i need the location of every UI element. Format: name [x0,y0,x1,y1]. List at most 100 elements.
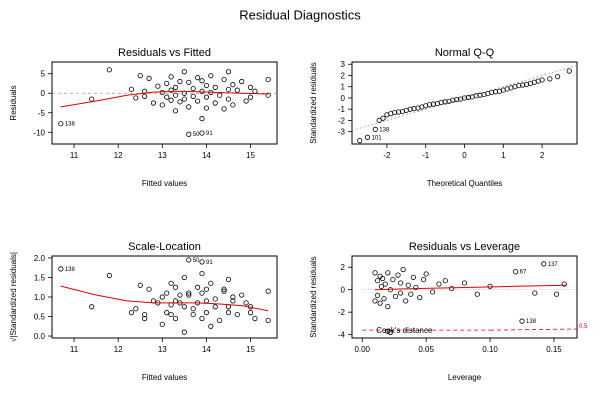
panel-title: Normal Q-Q [435,47,495,59]
data-point [186,104,192,110]
data-point [519,318,525,324]
data-point [203,298,210,304]
y-tick-label: -3 [338,128,346,137]
data-point [489,89,495,95]
data-point [164,94,170,100]
smoother-line [60,285,269,312]
data-point [203,310,210,316]
smoother-line [374,284,567,291]
data-point [186,131,192,137]
data-point [212,84,218,90]
plot-frame [51,61,278,145]
data-point [436,281,442,287]
data-point [539,77,545,83]
data-point [385,303,391,310]
x-axis-label: Fitted values [142,179,187,188]
data-point [58,266,64,272]
data-point [372,270,378,276]
point-annotation: 91 [206,260,213,266]
data-point [405,282,411,288]
data-point [239,292,245,298]
data-point [172,315,179,322]
point-annotation: 138 [526,319,537,325]
data-point [142,315,148,322]
data-point [168,87,174,93]
data-point [159,89,165,96]
data-point [172,284,179,290]
data-point [181,69,187,75]
data-point [199,290,205,296]
data-point [252,88,258,94]
data-point [199,270,205,277]
data-point [225,86,232,92]
point-annotation: 137 [548,262,559,268]
x-tick-label: 2 [540,151,545,160]
panel-normal-qq: Normal Q-Q -2 -1 0 1 2 -3 -2 -1 0 1 2 3 Theoretical Q… [309,47,578,188]
x-tick-label: -2 [383,151,391,160]
data-point [450,97,456,103]
data-point [230,102,236,108]
x-tick-label: 13 [158,345,167,354]
data-point [395,109,402,115]
data-point [420,276,427,283]
data-point [364,134,371,140]
data-point [164,310,170,316]
y-tick-label: 2.0 [34,254,46,263]
data-point [199,259,205,265]
data-point [133,95,139,101]
data-point [378,283,385,289]
data-point [164,290,170,296]
smoother-line [60,90,269,108]
data-point [142,93,148,99]
data-point [221,76,227,83]
data-point [128,310,135,316]
data-point [190,85,196,92]
data-point [58,121,64,127]
point-annotation: 91 [206,131,213,137]
panel-title: Residuals vs Leverage [409,241,520,253]
x-tick-label: 1 [501,151,506,160]
data-point [492,89,499,95]
data-point [186,257,192,263]
data-point [199,130,205,136]
data-point [106,67,112,73]
y-tick-label: -5 [38,109,46,118]
data-point [172,92,179,98]
data-point [155,83,161,89]
point-annotation: 138 [379,127,390,133]
data-point [395,272,401,278]
y-tick-label: -10 [33,128,45,137]
y-axis-label: Standardized residuals [309,62,318,143]
data-point [390,276,396,283]
data-point [430,101,437,107]
x-tick-label: 0.00 [354,345,370,354]
data-point [461,95,468,101]
data-point [541,261,547,267]
y-tick-label: -1 [338,105,346,114]
data-point [168,74,174,80]
data-point [376,117,382,124]
panel-title: Scale-Location [128,241,201,253]
data-point [372,126,378,132]
data-point [513,269,519,275]
data-point [442,99,448,105]
panel-title: Residuals vs Fitted [118,47,211,59]
data-point [477,92,483,98]
data-point [199,78,205,84]
data-point [380,275,386,282]
data-point [190,306,196,312]
data-point [194,284,201,290]
data-point [408,291,414,297]
data-point [106,272,112,279]
data-point [403,298,409,304]
data-point [423,271,429,277]
data-point [199,315,205,322]
data-point [159,321,165,327]
data-point [203,94,210,100]
data-point [487,283,493,289]
point-annotation: 138 [65,122,76,128]
data-point [234,311,240,318]
data-point [243,300,249,306]
figure-title: Residual Diagnostics [239,8,361,23]
data-point [372,298,378,304]
